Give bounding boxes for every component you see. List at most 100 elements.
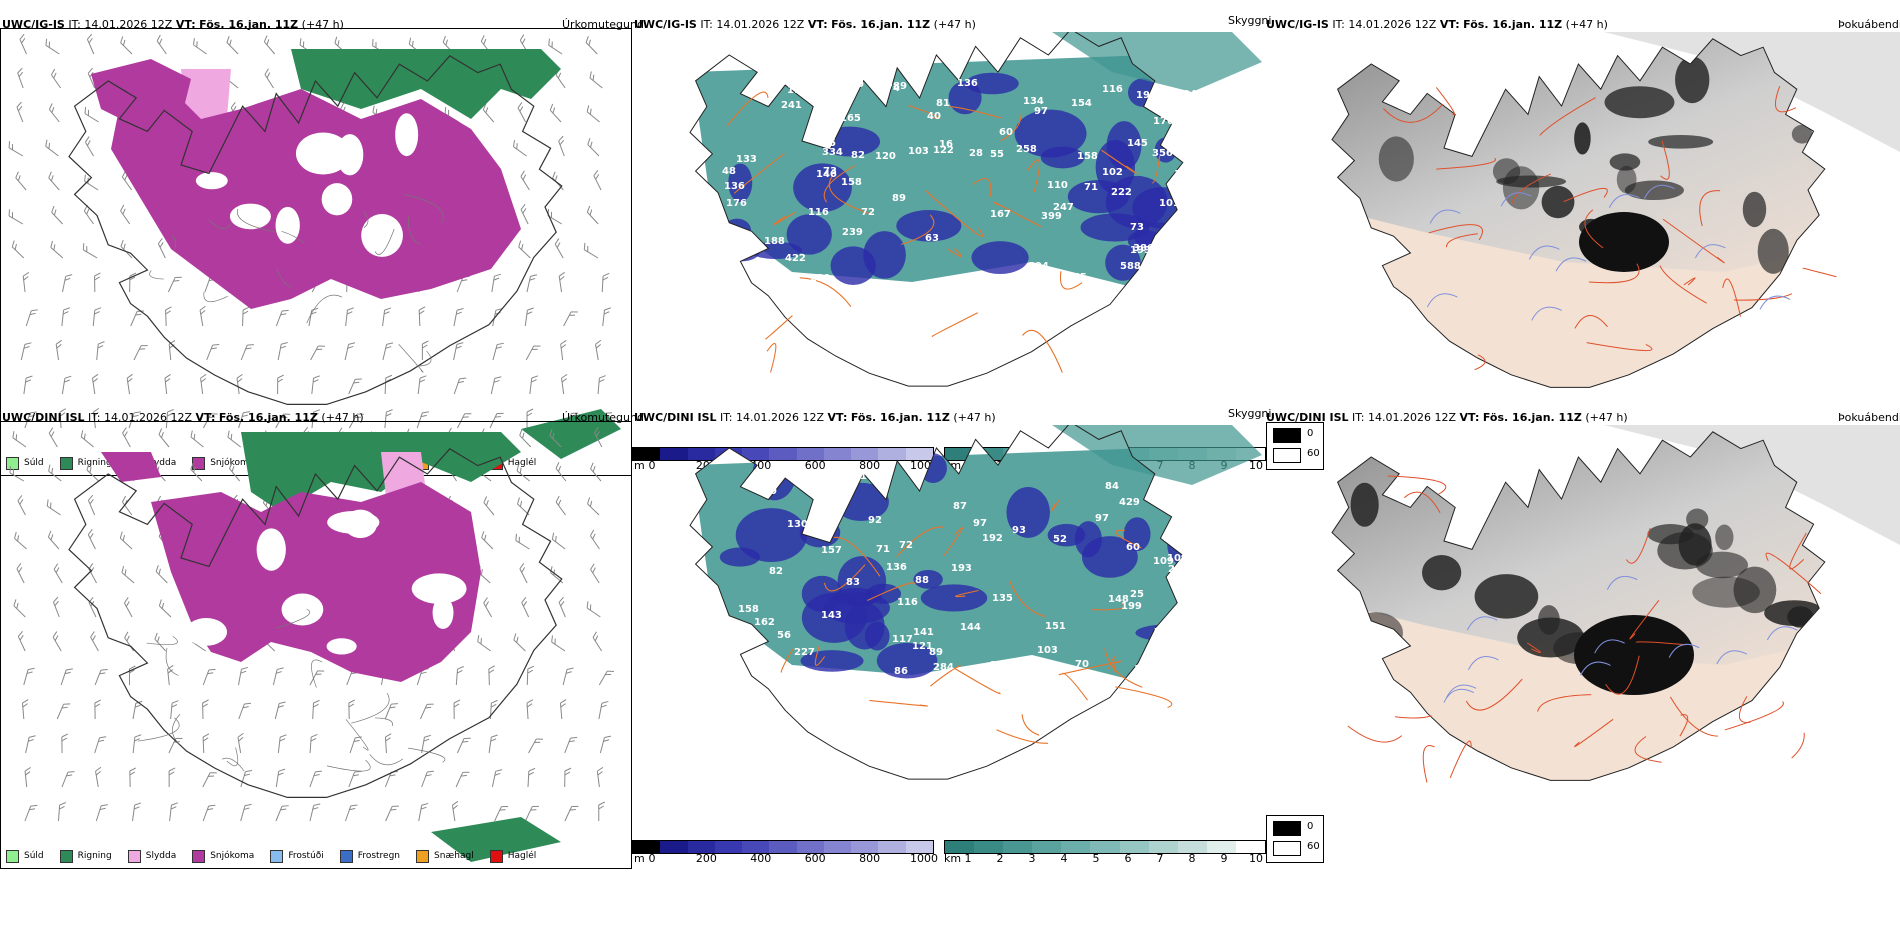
rain-area xyxy=(431,817,561,862)
visibility-field xyxy=(1052,32,1262,92)
legend-label: Haglél xyxy=(507,458,537,468)
colorbar-tick: 10 xyxy=(1249,459,1263,472)
legend-label: Rigning xyxy=(77,851,112,861)
river xyxy=(1695,244,1726,259)
wind-barb xyxy=(129,767,136,788)
panel-title: UWC/IG-IS IT: 14.01.2026 12Z VT: Fös. 16… xyxy=(634,18,976,31)
wind-barb xyxy=(240,344,254,361)
legend-swatch xyxy=(6,456,19,470)
road xyxy=(1394,715,1432,719)
road xyxy=(1801,267,1837,278)
visibility-value: 101 xyxy=(1159,198,1180,209)
wind-barb xyxy=(384,374,393,395)
road xyxy=(814,645,826,666)
fog-swatch-60 xyxy=(1273,841,1301,856)
visibility-value: 75 xyxy=(822,138,836,149)
colorbar-bin xyxy=(796,841,824,853)
road xyxy=(1059,271,1083,290)
fog-map[interactable] xyxy=(1304,32,1900,442)
wind-barb xyxy=(275,309,289,327)
road xyxy=(1537,694,1592,712)
legend-item-1: Rigning xyxy=(59,849,112,863)
road xyxy=(1115,529,1142,549)
wind-barb xyxy=(491,769,503,788)
init-time: 14.01.2026 12Z xyxy=(84,18,173,31)
colorbar-tick: 6 xyxy=(1124,852,1132,865)
legend-label: Slydda xyxy=(145,458,177,468)
legend-swatch xyxy=(127,849,141,863)
colorbar-ticks-m: 0 200 400 600 800 1000 xyxy=(632,852,939,868)
road xyxy=(766,342,777,373)
visibility-value: 241 xyxy=(781,100,802,111)
road xyxy=(993,201,1042,228)
visibility-value: 192 xyxy=(1163,533,1184,544)
wind-barb xyxy=(596,766,604,788)
road xyxy=(311,659,323,688)
wind-barb xyxy=(20,342,32,361)
colorbar-bin xyxy=(1235,841,1266,853)
visibility-value: 193 xyxy=(951,563,972,574)
visibility-value: 82 xyxy=(851,150,865,161)
road xyxy=(1563,187,1608,203)
colorbar-bin xyxy=(660,448,688,460)
wind-barb xyxy=(348,413,364,429)
legend-label: Rigning xyxy=(77,458,112,468)
road xyxy=(931,312,978,337)
visibility-value: 83 xyxy=(846,577,860,588)
road xyxy=(1634,736,1662,763)
wind-barb xyxy=(55,339,62,361)
wind-barb xyxy=(157,237,166,259)
wind-barb xyxy=(156,34,167,55)
precip-map[interactable] xyxy=(0,421,632,869)
river xyxy=(1608,194,1640,209)
colorbar-tick: 3 xyxy=(1028,852,1036,865)
fog-map[interactable] xyxy=(1304,425,1900,835)
rain-area xyxy=(241,432,521,512)
legend-swatch xyxy=(192,456,206,470)
road xyxy=(1009,580,1046,618)
road xyxy=(404,194,444,224)
wind-barb xyxy=(23,667,35,686)
visibility-value: 81 xyxy=(936,98,950,109)
init-time: 14.01.2026 12Z xyxy=(104,411,193,424)
river xyxy=(1606,575,1638,590)
coastline xyxy=(68,448,563,798)
colorbar-tick: 400 xyxy=(750,459,772,472)
road xyxy=(408,216,421,245)
visibility-field xyxy=(690,32,1183,387)
visibility-value: 70 xyxy=(1075,659,1089,670)
wind-barb xyxy=(25,309,38,327)
wind-barb xyxy=(482,103,495,123)
road xyxy=(1383,103,1444,123)
visibility-value: 158 xyxy=(841,177,862,188)
road xyxy=(929,665,961,687)
wind-barb xyxy=(494,805,509,822)
wind-barb xyxy=(526,408,534,429)
wind-barb xyxy=(82,243,98,259)
gap xyxy=(195,172,228,190)
wind-barb xyxy=(594,427,603,448)
visibility-map[interactable]: 87 233 83 71 86 109 72 227 225 245 311 216 284 158 192… xyxy=(632,425,1264,837)
wind-barb xyxy=(309,734,318,754)
colorbar-bin xyxy=(905,841,933,853)
snow-area xyxy=(151,482,481,682)
colorbar-bin xyxy=(878,841,906,853)
river xyxy=(1580,661,1611,676)
visibility-value: 429 xyxy=(1119,497,1140,508)
wind-barb xyxy=(94,272,101,293)
fog-legend-60: 60 xyxy=(1307,448,1320,459)
visibility-value: 162 xyxy=(754,617,775,628)
wind-barb xyxy=(453,342,464,361)
wind-barb xyxy=(132,802,142,822)
colorbar-bin xyxy=(633,841,661,853)
wind-barb xyxy=(492,342,504,361)
precip-type-label: Úrkomutegund xyxy=(562,18,644,31)
visibility-map[interactable]: 75 48 134 258 154 145 89 239 141 158 73 82 112 356 422… xyxy=(632,32,1264,444)
wind-barb xyxy=(123,597,133,618)
road xyxy=(1660,140,1670,180)
wind-barb xyxy=(586,601,601,618)
wind-barb xyxy=(119,531,133,550)
road xyxy=(955,589,979,598)
road xyxy=(345,719,369,751)
visibility-value: 233 xyxy=(990,660,1011,671)
